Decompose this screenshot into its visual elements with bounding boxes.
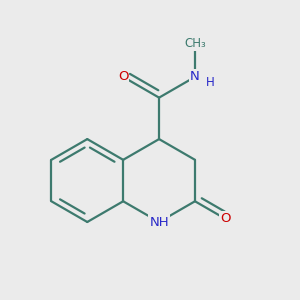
Text: N: N	[190, 70, 200, 83]
Text: NH: NH	[149, 215, 169, 229]
Text: O: O	[220, 212, 231, 225]
Text: O: O	[118, 70, 128, 83]
Text: CH₃: CH₃	[184, 37, 206, 50]
Text: H: H	[206, 76, 214, 89]
